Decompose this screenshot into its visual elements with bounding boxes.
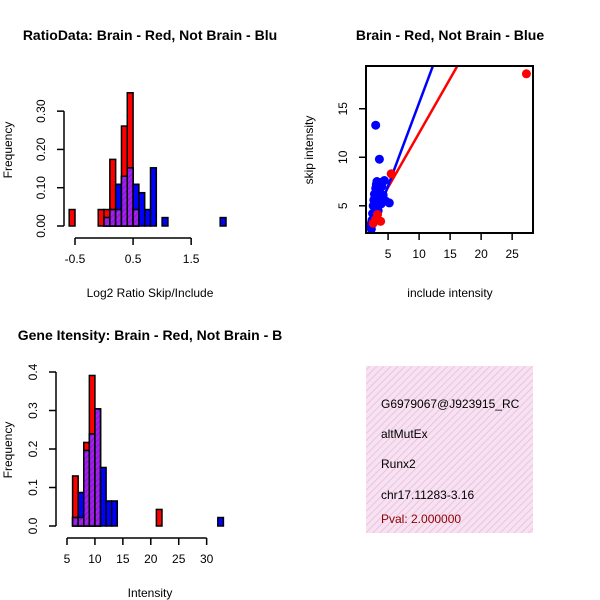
gene-intensity-histogram-x-tick-label: 25 — [172, 552, 186, 566]
gene-intensity-histogram-bar-overlap — [71, 516, 79, 527]
gene-intensity-histogram-x-tick-label: 10 — [88, 552, 102, 566]
gene-intensity-histogram-bar-overlap — [83, 449, 91, 527]
ratio-histogram-bar-overlap — [120, 175, 129, 227]
gene-intensity-histogram-y-tick-label: 0.0 — [26, 517, 40, 534]
gene-intensity-histogram-bar-overlap — [88, 433, 96, 527]
gene-intensity-histogram-bar-brain — [155, 508, 163, 527]
intensity-scatter-ylabel: skip intensity — [302, 116, 316, 185]
gene-intensity-histogram-bars — [71, 374, 225, 527]
gene-intensity-histogram: Gene Itensity: Brain - Red, Not Brain - … — [1, 327, 282, 600]
ratio-histogram-y-axis: 0.00 0.10 0.20 0.30 — [34, 99, 65, 238]
ratio-histogram-bar-not-brain — [138, 191, 146, 227]
scatter-point-not-brain — [371, 120, 381, 130]
ratio-histogram-bar-brain — [68, 208, 76, 227]
ratio-histogram-x-tick-label: 0.5 — [125, 252, 142, 266]
intensity-scatter-points — [367, 69, 531, 232]
ratio-histogram-bar-overlap — [114, 208, 123, 227]
info-line-pval: Pval: 2.000000 — [381, 512, 461, 526]
ratio-histogram-title: RatioData: Brain - Red, Not Brain - Blu — [23, 27, 277, 43]
intensity-scatter-x-axis: 5 10 15 20 25 — [385, 233, 519, 261]
gene-intensity-histogram-x-tick-label: 30 — [200, 552, 214, 566]
ratio-histogram-y-tick-label: 0.30 — [34, 99, 48, 123]
scatter-point-not-brain — [379, 176, 389, 186]
ratio-histogram-bar-not-brain — [143, 208, 152, 227]
ratio-histogram-y-tick-label: 0.00 — [34, 214, 48, 238]
gene-intensity-histogram-bar-not-brain — [110, 500, 119, 527]
intensity-scatter-x-tick-label: 10 — [412, 247, 426, 261]
ratio-histogram-bar-overlap — [126, 167, 134, 227]
ratio-histogram-bar-not-brain — [149, 167, 158, 227]
gene-intensity-histogram-y-axis: 0.0 0.1 0.2 0.3 0.4 — [26, 363, 57, 534]
intensity-scatter-x-tick-label: 15 — [443, 247, 457, 261]
intensity-scatter-y-tick-label: 15 — [336, 102, 350, 116]
ratio-histogram: RatioData: Brain - Red, Not Brain - Blu … — [1, 27, 277, 300]
ratio-histogram-bar-not-brain — [161, 216, 169, 227]
gene-intensity-histogram-y-tick-label: 0.2 — [26, 440, 40, 457]
gene-intensity-histogram-x-tick-label: 15 — [116, 552, 130, 566]
gene-intensity-histogram-bar-not-brain — [217, 516, 225, 527]
gene-intensity-histogram-bar-not-brain — [105, 500, 113, 527]
info-panel: G6979067@J923915_RC altMutEx Runx2 chr17… — [366, 366, 533, 533]
scatter-point-brain — [373, 210, 383, 220]
intensity-scatter-x-tick-label: 20 — [474, 247, 488, 261]
ratio-histogram-y-tick-label: 0.20 — [34, 137, 48, 161]
ratio-histogram-x-tick-label: 1.5 — [183, 252, 200, 266]
ratio-histogram-bar-overlap — [103, 216, 111, 227]
gene-intensity-histogram-y-tick-label: 0.3 — [26, 402, 40, 419]
scatter-fit-line-not-brain — [369, 67, 434, 232]
ratio-histogram-bar-not-brain — [219, 216, 227, 227]
scatter-point-not-brain — [384, 198, 394, 208]
info-panel-background — [366, 366, 533, 533]
info-line-event-type: altMutEx — [381, 427, 428, 441]
gene-intensity-histogram-bar-overlap — [77, 516, 85, 527]
gene-intensity-histogram-x-axis: 5 10 15 20 25 30 — [64, 537, 214, 566]
intensity-scatter-y-tick-label: 10 — [336, 150, 350, 164]
gene-intensity-histogram-y-tick-label: 0.1 — [26, 479, 40, 496]
scatter-point-not-brain — [373, 203, 383, 213]
info-line-location: chr17.11283-3.16 — [381, 488, 475, 502]
ratio-histogram-bar-overlap — [109, 208, 117, 227]
intensity-scatter-y-axis: 5 10 15 — [336, 102, 366, 209]
gene-intensity-histogram-x-tick-label: 20 — [144, 552, 158, 566]
intensity-scatter-plot-box — [365, 65, 534, 234]
intensity-scatter-y-tick-label: 5 — [336, 202, 350, 209]
scatter-point-not-brain — [374, 154, 384, 164]
ratio-histogram-bar-overlap — [132, 208, 140, 227]
intensity-scatter-title: Brain - Red, Not Brain - Blue — [356, 27, 544, 43]
ratio-histogram-bars — [68, 92, 227, 227]
ratio-histogram-x-axis: -0.5 0.5 1.5 — [65, 237, 200, 266]
gene-intensity-histogram-ylabel: Frequency — [1, 422, 15, 479]
scatter-point-brain — [521, 69, 531, 79]
info-line-gene: Runx2 — [381, 457, 416, 471]
ratio-histogram-ylabel: Frequency — [1, 122, 15, 179]
intensity-scatter-xlabel: include intensity — [407, 286, 492, 300]
scatter-point-brain — [386, 169, 396, 179]
scatter-point-brain — [376, 216, 386, 226]
gene-intensity-histogram-title: Gene Itensity: Brain - Red, Not Brain - … — [18, 327, 282, 343]
ratio-histogram-bar-brain — [97, 208, 105, 227]
ratio-histogram-y-tick-label: 0.10 — [34, 176, 48, 200]
gene-intensity-histogram-xlabel: Intensity — [128, 586, 173, 600]
gene-intensity-histogram-bar-overlap — [94, 408, 102, 527]
gene-intensity-histogram-y-tick-label: 0.4 — [26, 363, 40, 380]
ratio-histogram-xlabel: Log2 Ratio Skip/Include — [87, 286, 214, 300]
gene-intensity-histogram-bar-not-brain — [99, 466, 107, 527]
intensity-scatter-x-tick-label: 5 — [385, 247, 392, 261]
info-line-probe-id: G6979067@J923915_RC — [381, 397, 520, 411]
intensity-scatter-x-tick-label: 25 — [505, 247, 519, 261]
ratio-histogram-x-tick-label: -0.5 — [65, 252, 86, 266]
gene-intensity-histogram-x-tick-label: 5 — [64, 552, 71, 566]
intensity-scatter: Brain - Red, Not Brain - Blue 5 10 15 20 25 … — [302, 27, 544, 300]
